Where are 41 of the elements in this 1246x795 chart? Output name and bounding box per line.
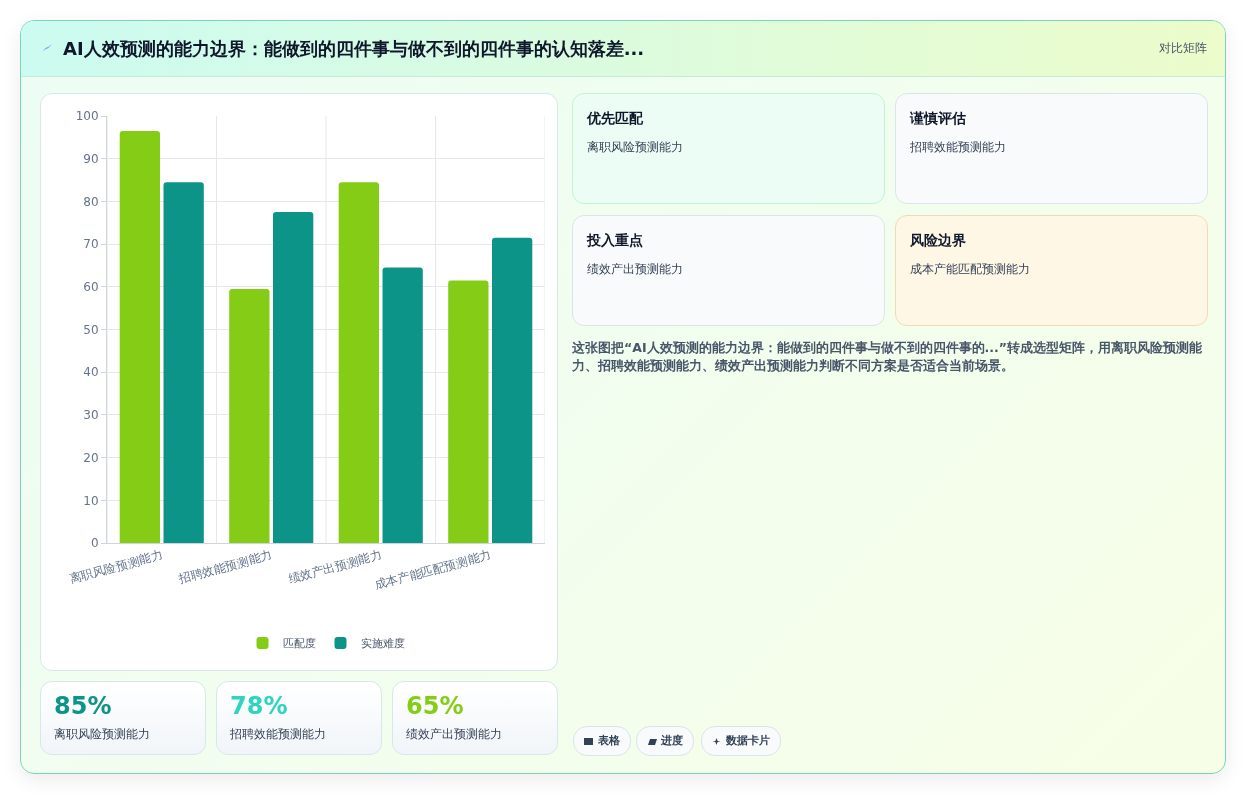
- text: 离职风险预测能力: [587, 139, 683, 156]
- text: 绩效产出预测能力: [587, 261, 683, 278]
- y-tick-label: 20: [83, 450, 99, 465]
- legend-label: 实施难度: [360, 637, 405, 651]
- text: 优先匹配: [587, 110, 643, 128]
- text: 绩效产出预测能力: [406, 727, 502, 742]
- y-tick-label: 10: [83, 493, 99, 508]
- y-tick-label: 70: [83, 237, 99, 252]
- bar: [382, 267, 423, 543]
- text: 风险边界: [910, 232, 966, 250]
- bar: [448, 280, 489, 543]
- text: 对比矩阵: [1159, 40, 1207, 57]
- bar: [273, 212, 314, 543]
- text: 离职风险预测能力: [54, 727, 150, 742]
- bar: [338, 182, 379, 543]
- y-tick-label: 80: [83, 194, 99, 209]
- text: 表格: [573, 726, 631, 756]
- text: 成本产能匹配预测能力: [910, 261, 1030, 278]
- bar: [229, 288, 270, 543]
- y-tick-label: 50: [83, 322, 99, 337]
- text: 这张图把“AI人效预测的能力边界：能做到的四件事与做不到的四件事的...”转成选型矩阵，用离职风险预测能力、招聘效能预测能力、绩效产出预测能力判断不同方案是否适合当前场景。: [572, 339, 1203, 375]
- legend-label: 匹配度: [282, 637, 316, 651]
- text: 65%: [406, 692, 464, 720]
- bar: [492, 237, 533, 543]
- text: 数据卡片: [701, 726, 781, 756]
- bar: [163, 182, 204, 543]
- chart-title: AI人效预测的能力边界：能做到的四件事与做不到的四件事的认知落差...: [63, 37, 645, 61]
- text: 谨慎评估: [910, 110, 966, 128]
- y-tick-label: 100: [75, 109, 99, 124]
- bar: [119, 130, 160, 543]
- text: 进度: [636, 726, 694, 756]
- y-tick-label: 40: [83, 365, 99, 380]
- x-tick-label: 招聘效能预测能力: [176, 547, 274, 587]
- y-tick-label: 30: [83, 408, 99, 423]
- text: 78%: [230, 692, 288, 720]
- text: 85%: [54, 692, 112, 720]
- text: 招聘效能预测能力: [230, 727, 326, 742]
- text: 投入重点: [587, 232, 643, 250]
- text: 招聘效能预测能力: [910, 139, 1006, 156]
- y-tick-label: 90: [83, 151, 99, 166]
- y-tick-label: 60: [83, 280, 99, 294]
